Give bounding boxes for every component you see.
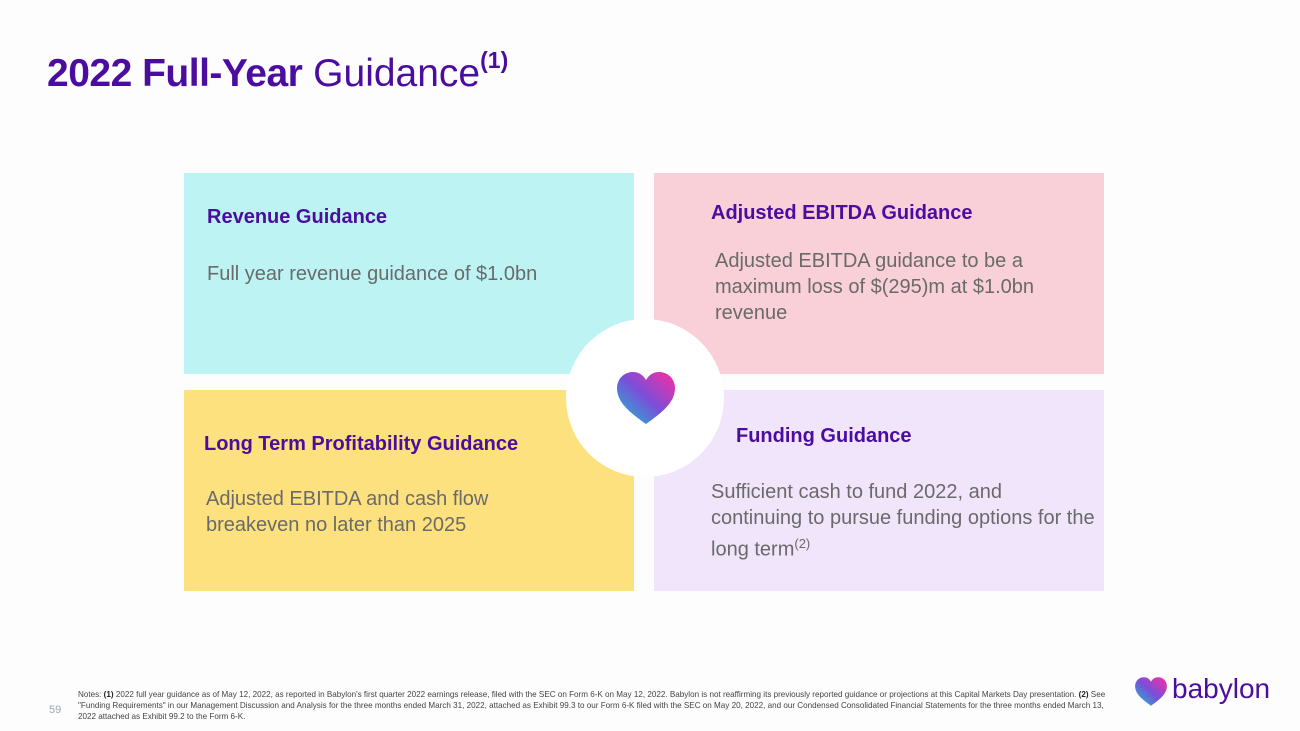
title-footnote-ref: (1): [480, 47, 509, 73]
page-title: 2022 Full-Year Guidance(1): [47, 38, 508, 100]
funding-footnote-ref: (2): [794, 536, 811, 551]
revenue-guidance-text: Full year revenue guidance of $1.0bn: [207, 263, 538, 285]
funding-guidance-body: Sufficient cash to fund 2022, and contin…: [711, 481, 1095, 561]
revenue-guidance-panel: Revenue Guidance Full year revenue guida…: [184, 173, 634, 374]
ebitda-guidance-heading: Adjusted EBITDA Guidance: [711, 202, 973, 224]
note-1-text: 2022 full year guidance as of May 12, 20…: [115, 690, 1077, 699]
ebitda-guidance-text: Adjusted EBITDA guidance to be a maximum…: [715, 250, 1035, 324]
note-2-text: See "Funding Requirements" in our Manage…: [78, 690, 1106, 721]
page-number: 59: [49, 704, 62, 716]
babylon-heart-icon: [617, 372, 675, 424]
ebitda-guidance-panel: Adjusted EBITDA Guidance Adjusted EBITDA…: [654, 173, 1104, 374]
funding-guidance-heading: Funding Guidance: [736, 425, 912, 447]
notes-label: Notes:: [78, 690, 102, 699]
logo-heart-icon: [1135, 677, 1167, 706]
funding-guidance-panel: Funding Guidance Sufficient cash to fund…: [654, 390, 1104, 591]
title-light: Guidance: [313, 52, 481, 95]
title-bold: 2022 Full-Year: [47, 52, 303, 95]
footnotes: Notes: (1) 2022 full year guidance as of…: [78, 689, 1108, 722]
logo-wordmark: babylon: [1172, 673, 1271, 704]
funding-guidance-text: Sufficient cash to fund 2022, and contin…: [711, 479, 1096, 563]
long-term-profitability-text: Adjusted EBITDA and cash flow breakeven …: [206, 488, 489, 536]
revenue-guidance-heading: Revenue Guidance: [207, 206, 388, 228]
babylon-logo: babylon: [1134, 673, 1274, 712]
note-2-ref: (2): [1078, 690, 1089, 699]
note-1-ref: (1): [103, 690, 114, 699]
long-term-profitability-panel: Long Term Profitability Guidance Adjuste…: [184, 390, 634, 591]
long-term-profitability-heading: Long Term Profitability Guidance: [204, 433, 519, 455]
